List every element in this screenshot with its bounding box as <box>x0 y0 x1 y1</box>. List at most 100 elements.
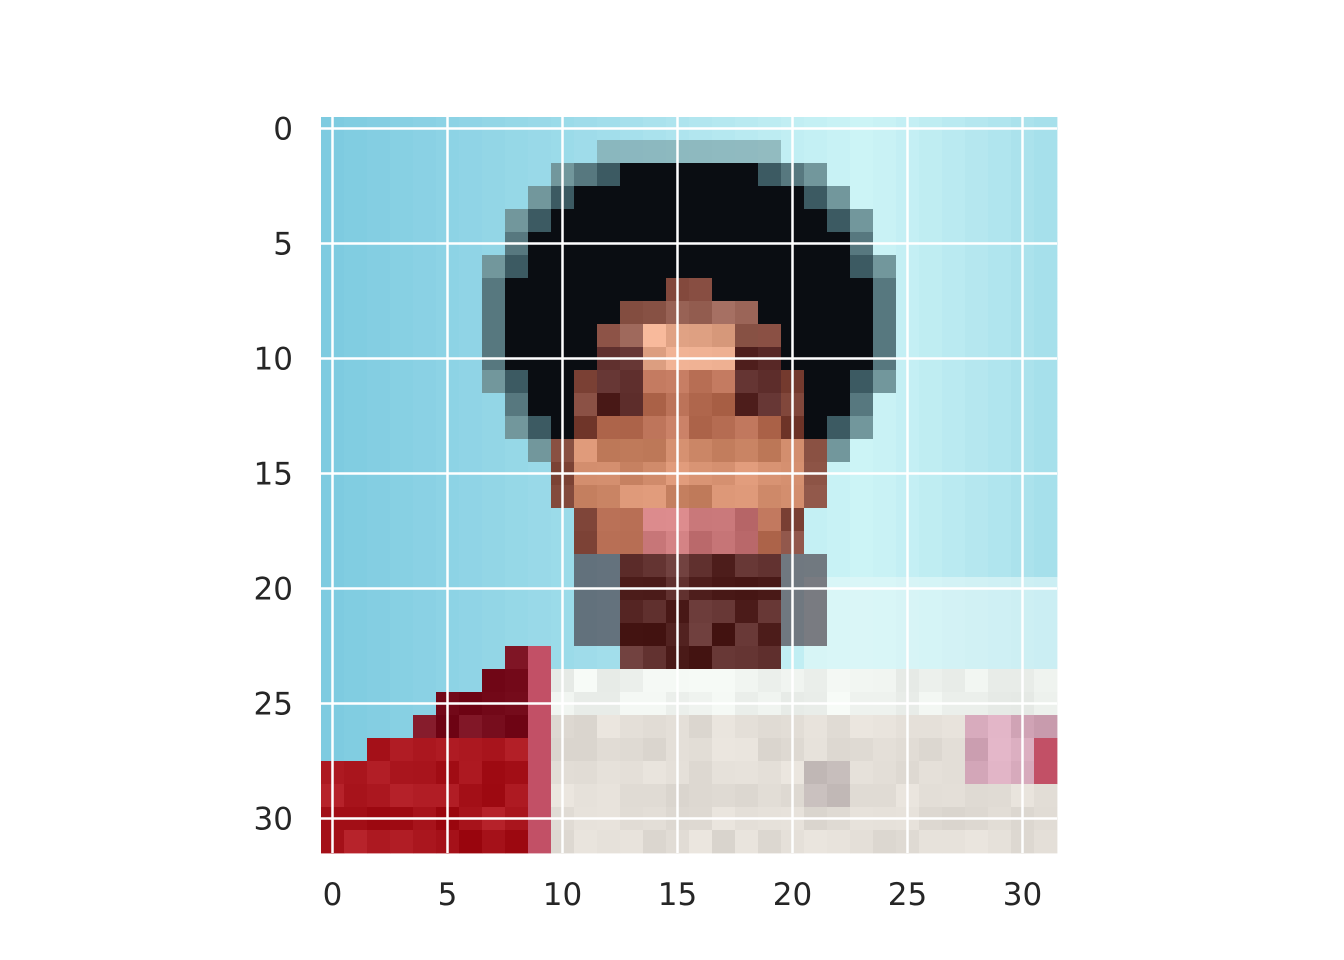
image-pixel <box>390 140 414 164</box>
image-pixel <box>505 278 529 302</box>
image-pixel <box>1034 255 1058 279</box>
image-pixel <box>850 830 874 854</box>
image-pixel <box>827 830 851 854</box>
image-pixel <box>643 600 667 624</box>
image-pixel <box>620 554 644 578</box>
image-pixel <box>827 140 851 164</box>
image-pixel <box>459 278 483 302</box>
image-pixel <box>689 623 713 647</box>
image-pixel <box>505 186 529 210</box>
image-pixel <box>643 209 667 233</box>
image-pixel <box>919 370 943 394</box>
image-pixel <box>344 830 368 854</box>
image-pixel <box>919 830 943 854</box>
image-pixel <box>689 715 713 739</box>
image-pixel <box>413 554 437 578</box>
image-pixel <box>413 278 437 302</box>
image-pixel <box>367 209 391 233</box>
image-pixel <box>919 784 943 808</box>
image-pixel <box>873 646 897 670</box>
image-pixel <box>827 186 851 210</box>
image-pixel <box>459 370 483 394</box>
image-pixel <box>804 278 828 302</box>
image-pixel <box>1034 393 1058 417</box>
image-pixel <box>597 738 621 762</box>
image-pixel <box>344 761 368 785</box>
image-pixel <box>367 278 391 302</box>
image-pixel <box>390 416 414 440</box>
image-pixel <box>505 416 529 440</box>
image-pixel <box>505 738 529 762</box>
image-pixel <box>390 508 414 532</box>
image-pixel <box>344 209 368 233</box>
image-pixel <box>758 393 782 417</box>
image-pixel <box>942 830 966 854</box>
image-pixel <box>758 485 782 509</box>
image-pixel <box>367 761 391 785</box>
image-pixel <box>850 278 874 302</box>
image-pixel <box>459 531 483 555</box>
image-pixel <box>804 140 828 164</box>
image-pixel <box>942 554 966 578</box>
image-pixel <box>344 623 368 647</box>
image-pixel <box>965 600 989 624</box>
image-pixel <box>919 416 943 440</box>
image-pixel <box>482 163 506 187</box>
image-pixel <box>873 784 897 808</box>
image-pixel <box>482 324 506 348</box>
image-pixel <box>574 554 598 578</box>
image-pixel <box>919 669 943 693</box>
image-pixel <box>850 209 874 233</box>
image-pixel <box>459 646 483 670</box>
image-pixel <box>597 255 621 279</box>
image-pixel <box>574 738 598 762</box>
image-pixel <box>367 508 391 532</box>
x-tick-label: 30 <box>1003 877 1042 913</box>
image-pixel <box>942 508 966 532</box>
image-pixel <box>827 209 851 233</box>
image-pixel <box>390 738 414 762</box>
image-pixel <box>804 393 828 417</box>
image-pixel <box>620 623 644 647</box>
image-pixel <box>505 255 529 279</box>
image-pixel <box>597 163 621 187</box>
image-pixel <box>528 301 552 325</box>
image-pixel <box>804 830 828 854</box>
image-pixel <box>758 416 782 440</box>
image-pixel <box>827 393 851 417</box>
image-pixel <box>850 554 874 578</box>
image-pixel <box>459 186 483 210</box>
image-pixel <box>482 255 506 279</box>
image-pixel <box>804 209 828 233</box>
image-pixel <box>988 255 1012 279</box>
image-pixel <box>942 324 966 348</box>
image-pixel <box>965 255 989 279</box>
image-pixel <box>827 485 851 509</box>
image-pixel <box>413 784 437 808</box>
image-pixel <box>390 554 414 578</box>
image-pixel <box>965 186 989 210</box>
image-pixel <box>758 439 782 463</box>
image-pixel <box>919 531 943 555</box>
image-pixel <box>505 554 529 578</box>
image-pixel <box>344 784 368 808</box>
image-pixel <box>459 301 483 325</box>
image-pixel <box>827 738 851 762</box>
image-pixel <box>758 163 782 187</box>
image-pixel <box>528 554 552 578</box>
image-pixel <box>942 761 966 785</box>
image-pixel <box>735 784 759 808</box>
image-pixel <box>620 531 644 555</box>
image-pixel <box>689 761 713 785</box>
image-pixel <box>873 830 897 854</box>
image-pixel <box>735 140 759 164</box>
image-pixel <box>827 301 851 325</box>
image-pixel <box>919 255 943 279</box>
image-pixel <box>574 301 598 325</box>
image-pixel <box>735 830 759 854</box>
image-pixel <box>367 140 391 164</box>
image-pixel <box>620 209 644 233</box>
image-pixel <box>574 163 598 187</box>
image-pixel <box>965 439 989 463</box>
image-pixel <box>528 738 552 762</box>
